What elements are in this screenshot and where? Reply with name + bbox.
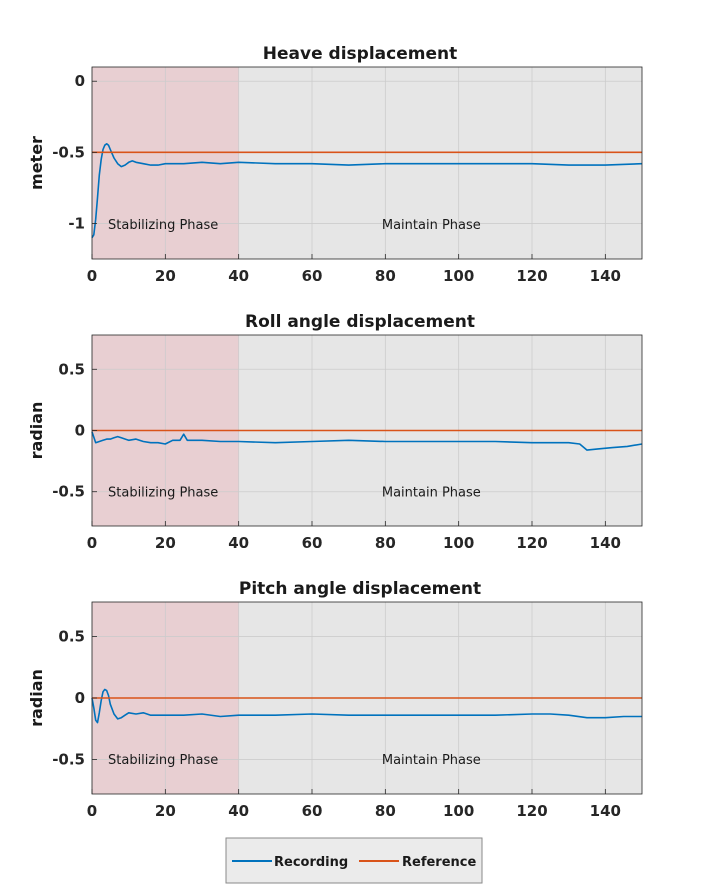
x-tick-label: 80 <box>375 802 396 820</box>
y-axis-label: meter <box>27 136 46 190</box>
subplot-3: Stabilizing Phase Maintain Phase 0 20 40 60 80… <box>27 579 643 820</box>
y-axis-label: radian <box>27 402 46 460</box>
legend: Recording Reference <box>225 837 483 884</box>
x-tick-label: 0 <box>87 802 97 820</box>
y-tick-label: 0 <box>75 689 85 707</box>
x-tick-label: 0 <box>87 267 97 285</box>
y-tick-label: 0 <box>75 422 85 440</box>
series-line-recording <box>91 431 643 451</box>
y-tick-label: -0.5 <box>52 143 85 161</box>
x-tick-label: 120 <box>516 267 547 285</box>
subplot-title: Roll angle displacement <box>245 312 475 332</box>
phase-label-2: Maintain Phase <box>382 485 481 500</box>
y-tick-label: 0.5 <box>58 360 85 378</box>
x-tick-label: 80 <box>375 267 396 285</box>
x-tick-label: 100 <box>443 802 474 820</box>
legend-reference-label: Reference <box>402 855 476 870</box>
x-tick-label: 120 <box>516 802 547 820</box>
subplot-2: Stabilizing Phase Maintain Phase 0 20 40 60 80… <box>27 312 643 552</box>
y-tick-label: -1 <box>68 214 85 232</box>
subplot-1: Stabilizing Phase Maintain Phase 0 20 40 60 80… <box>27 44 643 285</box>
x-tick-label: 0 <box>87 534 97 552</box>
subplot-panels: Stabilizing Phase Maintain Phase 0 20 40 60 80… <box>27 44 643 820</box>
x-tick-label: 140 <box>590 534 621 552</box>
y-tick-label: -0.5 <box>52 751 85 769</box>
x-tick-label: 140 <box>590 267 621 285</box>
x-tick-label: 140 <box>590 802 621 820</box>
x-tick-label: 40 <box>228 802 249 820</box>
subplot-title: Pitch angle displacement <box>239 579 481 599</box>
x-tick-label: 40 <box>228 534 249 552</box>
phase-label-2: Maintain Phase <box>382 753 481 768</box>
y-tick-label: 0.5 <box>58 627 85 645</box>
legend-recording-label: Recording <box>274 855 348 870</box>
x-tick-label: 100 <box>443 534 474 552</box>
phase-label-1: Stabilizing Phase <box>108 485 218 500</box>
x-tick-label: 80 <box>375 534 396 552</box>
subplot-title: Heave displacement <box>263 44 457 64</box>
series-line-recording <box>91 143 643 239</box>
x-tick-label: 20 <box>155 534 176 552</box>
x-tick-label: 60 <box>302 534 323 552</box>
x-tick-label: 40 <box>228 267 249 285</box>
x-tick-label: 20 <box>155 802 176 820</box>
y-axis-label: radian <box>27 669 46 727</box>
x-tick-label: 20 <box>155 267 176 285</box>
x-tick-label: 100 <box>443 267 474 285</box>
y-tick-label: -0.5 <box>52 483 85 501</box>
phase-label-2: Maintain Phase <box>382 218 481 233</box>
x-tick-label: 60 <box>302 802 323 820</box>
phase-label-1: Stabilizing Phase <box>108 753 218 768</box>
y-tick-label: 0 <box>75 72 85 90</box>
series-line-recording <box>91 688 642 724</box>
axes-frame <box>91 66 643 260</box>
x-tick-label: 60 <box>302 267 323 285</box>
x-tick-label: 120 <box>516 534 547 552</box>
phase-label-1: Stabilizing Phase <box>108 218 218 233</box>
